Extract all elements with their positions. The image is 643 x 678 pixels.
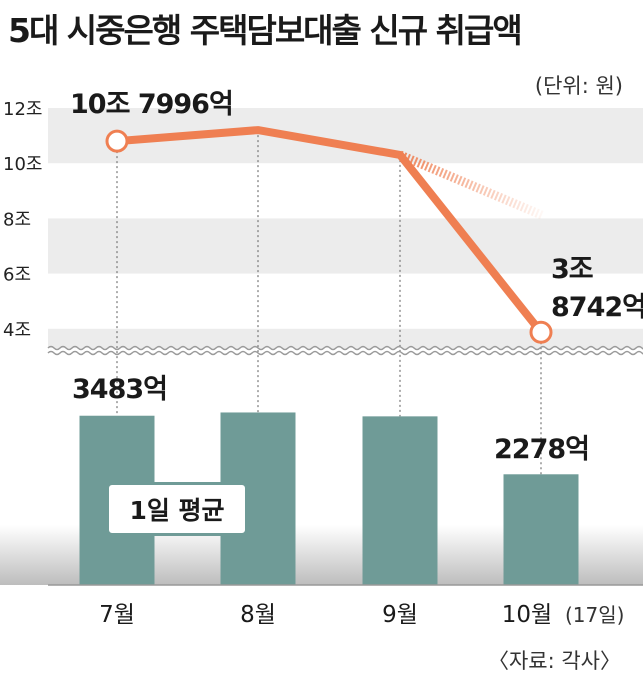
line-series	[105, 126, 553, 344]
legend-daily-average: 1일 평균	[106, 482, 248, 536]
grid-band-1	[48, 218, 643, 274]
y-axis-ticks: 12조 10조 8조 6조 4조	[3, 99, 42, 341]
axis-break-line	[47, 345, 643, 351]
axis-break	[47, 345, 643, 356]
x-tick-label: 8월	[240, 602, 276, 628]
x-tick-label: 7월	[99, 602, 135, 628]
x-axis: 7월 8월 9월 10월 (17일)	[48, 584, 643, 628]
y-tick-label: 12조	[3, 99, 42, 120]
line-point-10월	[529, 320, 553, 344]
y-tick-label: 4조	[3, 320, 31, 341]
unit-label: (단위: 원)	[534, 74, 623, 98]
x-tick-label: 9월	[382, 602, 418, 628]
x-tick-label: 10월	[502, 602, 552, 628]
bar-9월	[362, 416, 438, 585]
bar-label-start: 3483억	[72, 374, 167, 405]
projection-line	[398, 150, 545, 220]
grid-band-2	[48, 328, 643, 349]
line-point-7월	[105, 129, 129, 153]
line-label-start: 10조 7996억	[70, 89, 233, 120]
line-label-end: 3조	[551, 254, 593, 285]
y-tick-label: 10조	[3, 154, 42, 175]
axis-break-line	[47, 350, 643, 356]
y-tick-label: 6조	[3, 265, 31, 286]
x-tick-note: (17일)	[565, 603, 624, 627]
line-label-end: 8742억	[551, 292, 643, 323]
chart-title: 5대 시중은행 주택담보대출 신규 취급액	[8, 11, 523, 50]
source-label: 〈자료: 각사〉	[487, 649, 621, 673]
guide-lines	[116, 130, 542, 475]
line-path	[113, 126, 545, 337]
y-tick-label: 8조	[3, 209, 31, 230]
bar-label-end: 2278억	[494, 434, 589, 465]
data-labels: 10조 7996억 3조 8742억 3483억 2278억	[70, 89, 643, 465]
bar-10월	[503, 474, 579, 585]
